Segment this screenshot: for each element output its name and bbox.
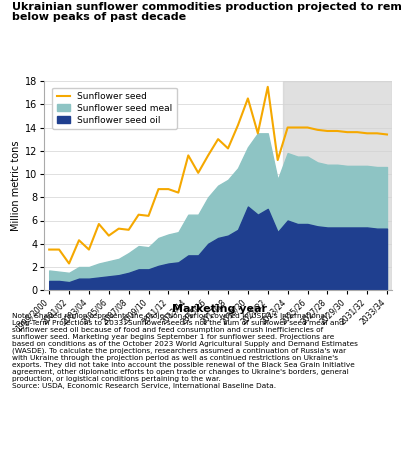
Text: Ukrainian sunflower commodities production projected to remain: Ukrainian sunflower commodities producti… xyxy=(12,2,401,12)
Text: below peaks of past decade: below peaks of past decade xyxy=(12,12,186,22)
Text: Note: Shaded region represents the projection period covered in USDA's Internati: Note: Shaded region represents the proje… xyxy=(12,313,357,389)
Text: Marketing year: Marketing year xyxy=(171,304,266,314)
Legend: Sunflower seed, Sunflower seed meal, Sunflower seed oil: Sunflower seed, Sunflower seed meal, Sun… xyxy=(52,88,177,129)
Bar xyxy=(282,81,391,290)
Y-axis label: Million metric tons: Million metric tons xyxy=(11,140,21,231)
